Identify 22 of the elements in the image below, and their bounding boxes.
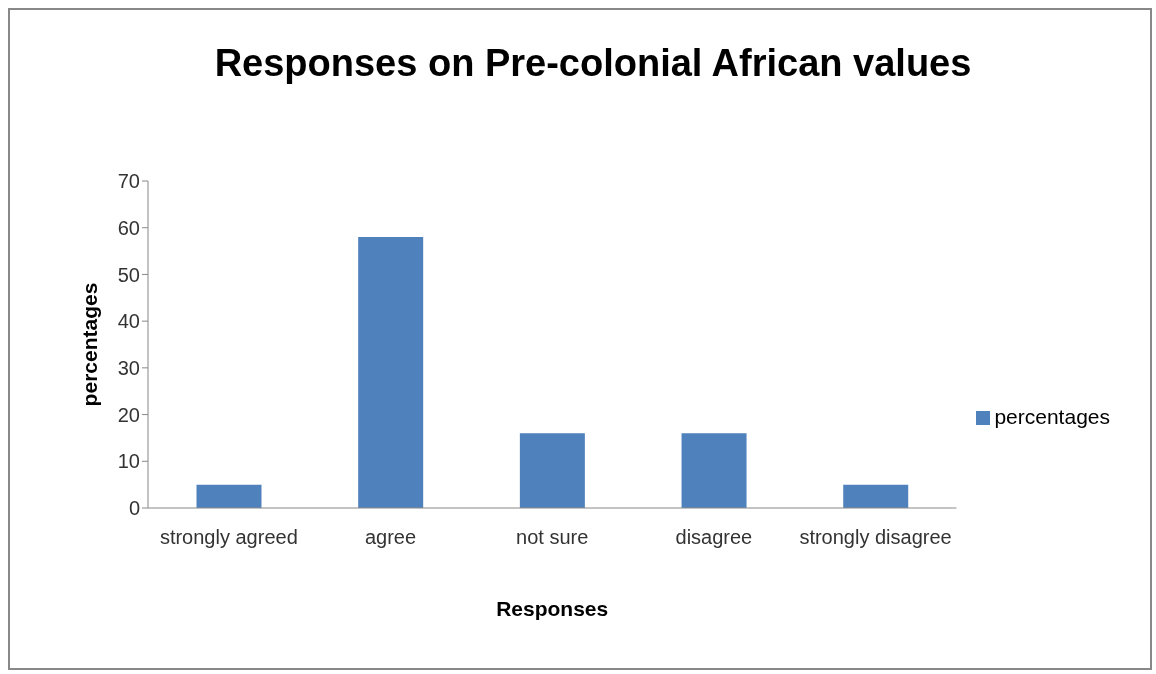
bar bbox=[358, 237, 424, 508]
x-tick-label: disagree bbox=[675, 526, 753, 549]
y-tick-label: 70 bbox=[117, 170, 140, 193]
bar bbox=[681, 433, 747, 508]
y-tick-label: 30 bbox=[117, 356, 140, 379]
y-tick-label: 10 bbox=[117, 450, 140, 473]
x-tick-label: strongly agreed bbox=[159, 526, 298, 549]
bar bbox=[843, 484, 909, 508]
y-tick-label: 40 bbox=[117, 310, 140, 333]
y-tick-label: 60 bbox=[117, 216, 140, 239]
y-tick-label: 20 bbox=[117, 403, 140, 426]
y-tick-label: 50 bbox=[117, 263, 140, 286]
bar bbox=[196, 484, 262, 508]
legend-label: percentages bbox=[994, 405, 1110, 428]
x-axis-title: Responses bbox=[496, 597, 609, 620]
x-tick-label: not sure bbox=[516, 526, 589, 549]
chart-title: Responses on Pre-colonial African values bbox=[213, 42, 973, 85]
y-tick-label: 0 bbox=[128, 497, 140, 520]
x-tick-label: strongly disagree bbox=[799, 526, 952, 549]
x-tick-label: agree bbox=[364, 526, 417, 549]
bar bbox=[519, 433, 585, 508]
y-axis-title: percentages bbox=[78, 282, 102, 407]
